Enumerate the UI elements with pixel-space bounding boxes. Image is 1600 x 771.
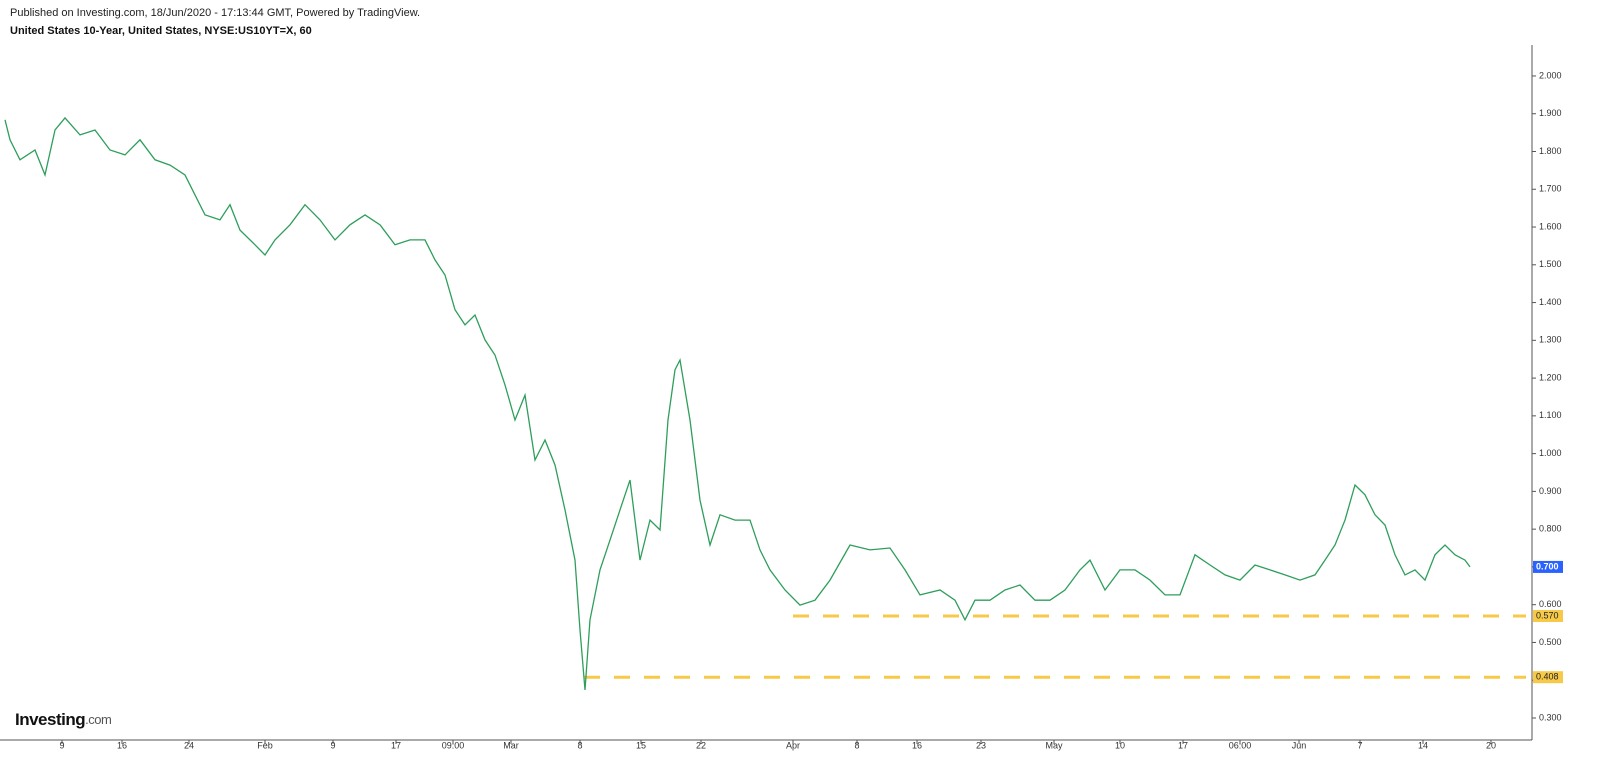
x-tick-label: 16 xyxy=(117,740,127,750)
price-line xyxy=(4,116,1471,691)
y-tick-label: 1.600 xyxy=(1539,221,1562,231)
x-tick-label: Mar xyxy=(503,740,519,750)
x-tick-label: 17 xyxy=(391,740,401,750)
level-label: 0.408 xyxy=(1536,672,1559,682)
y-tick-label: 1.100 xyxy=(1539,410,1562,420)
x-tick-label: 24 xyxy=(184,740,194,750)
x-tick-label: May xyxy=(1045,740,1063,750)
logo-main: Investing xyxy=(15,710,85,729)
level-label: 0.570 xyxy=(1536,610,1559,620)
y-tick-label: 0.900 xyxy=(1539,486,1562,496)
logo-suffix: .com xyxy=(85,712,111,727)
y-tick-label: 0.300 xyxy=(1539,712,1562,722)
y-tick-label: 1.200 xyxy=(1539,372,1562,382)
price-label: 0.700 xyxy=(1536,561,1559,571)
y-tick-label: 0.800 xyxy=(1539,524,1562,534)
x-tick-label: 22 xyxy=(696,740,706,750)
y-tick-label: 0.500 xyxy=(1539,637,1562,647)
x-tick-label: 17 xyxy=(1178,740,1188,750)
y-tick-label: 1.700 xyxy=(1539,184,1562,194)
symbol-title: United States 10-Year, United States, NY… xyxy=(10,25,312,37)
y-tick-label: 1.400 xyxy=(1539,297,1562,307)
x-tick-label: Apr xyxy=(786,740,800,750)
publish-note: Published on Investing.com, 18/Jun/2020 … xyxy=(10,7,420,19)
x-tick-label: 09:00 xyxy=(442,740,465,750)
x-tick-label: 23 xyxy=(976,740,986,750)
x-tick-label: 9 xyxy=(59,740,64,750)
y-tick-label: 1.000 xyxy=(1539,448,1562,458)
x-tick-label: 8 xyxy=(577,740,582,750)
level-label-box xyxy=(1533,610,1563,623)
y-tick-label: 0.600 xyxy=(1539,599,1562,609)
level-label-box xyxy=(1533,671,1563,684)
y-tick-label: 2.000 xyxy=(1539,70,1562,80)
x-tick-label: 9 xyxy=(330,740,335,750)
x-tick-label: 8 xyxy=(854,740,859,750)
x-tick-label: 15 xyxy=(636,740,646,750)
y-tick-label: 1.900 xyxy=(1539,108,1562,118)
x-tick-label: 20 xyxy=(1486,740,1496,750)
x-tick-label: 14 xyxy=(1418,740,1428,750)
x-tick-label: Jun xyxy=(1292,740,1307,750)
y-tick-label: 1.500 xyxy=(1539,259,1562,269)
y-tick-label: 1.800 xyxy=(1539,146,1562,156)
logo: Investing.com xyxy=(15,710,111,729)
x-tick-label: 16 xyxy=(912,740,922,750)
x-tick-label: 06:00 xyxy=(1229,740,1252,750)
x-tick-label: Feb xyxy=(257,740,273,750)
y-tick-label: 1.300 xyxy=(1539,335,1562,345)
price-label-box xyxy=(1533,560,1563,573)
x-tick-label: 7 xyxy=(1357,740,1362,750)
x-tick-label: 10 xyxy=(1115,740,1125,750)
